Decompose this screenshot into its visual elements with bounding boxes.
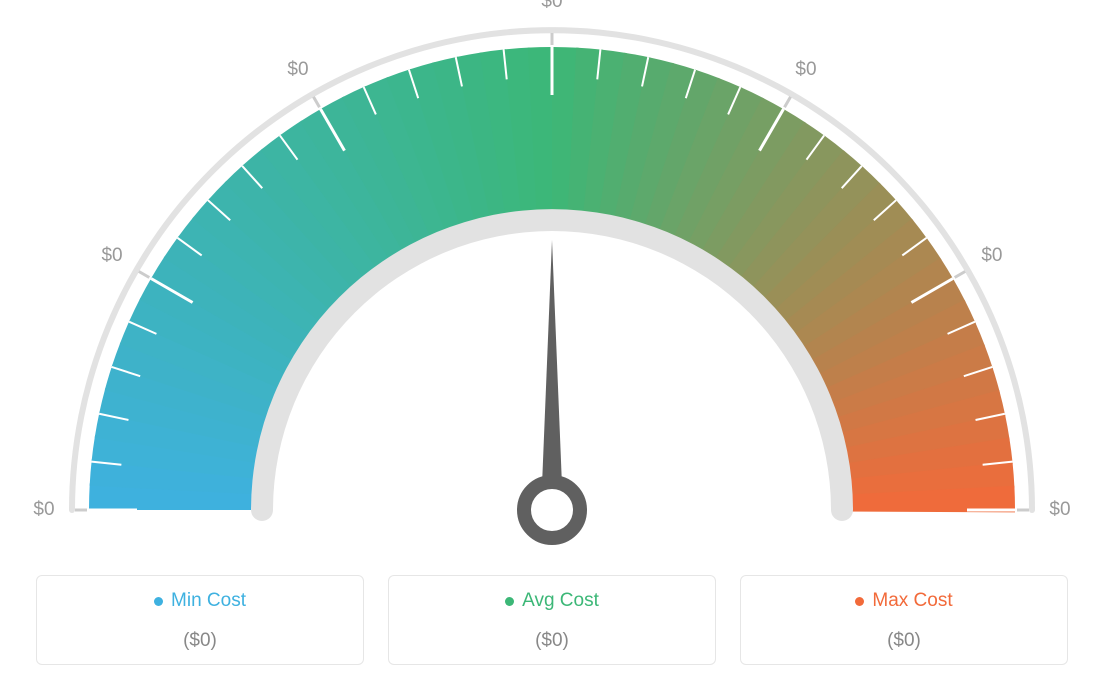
legend-value-min: ($0) (37, 630, 363, 652)
gauge-tick-label: $0 (33, 499, 54, 521)
legend-label-avg: Avg Cost (522, 590, 599, 612)
gauge-tick-label: $0 (541, 0, 562, 13)
legend-label-max: Max Cost (872, 590, 952, 612)
legend-row: Min Cost ($0) Avg Cost ($0) Max Cost ($0… (0, 575, 1104, 665)
gauge-area: $0 $0 $0 $0 $0 $0 $0 (0, 0, 1104, 560)
gauge-tick-label: $0 (795, 59, 816, 81)
gauge-tick-label: $0 (287, 59, 308, 81)
legend-value-max: ($0) (741, 630, 1067, 652)
legend-value-avg: ($0) (389, 630, 715, 652)
legend-card-max: Max Cost ($0) (740, 575, 1068, 665)
gauge-tick-label: $0 (1049, 499, 1070, 521)
cost-gauge-chart: $0 $0 $0 $0 $0 $0 $0 Min Cost ($0) Avg Cost ($… (0, 0, 1104, 690)
legend-dot-max (855, 597, 864, 606)
gauge-svg (0, 0, 1104, 560)
legend-dot-min (154, 597, 163, 606)
legend-dot-avg (505, 597, 514, 606)
legend-label-min: Min Cost (171, 590, 246, 612)
gauge-tick-label: $0 (101, 245, 122, 267)
gauge-tick-label: $0 (981, 245, 1002, 267)
legend-card-min: Min Cost ($0) (36, 575, 364, 665)
legend-card-avg: Avg Cost ($0) (388, 575, 716, 665)
